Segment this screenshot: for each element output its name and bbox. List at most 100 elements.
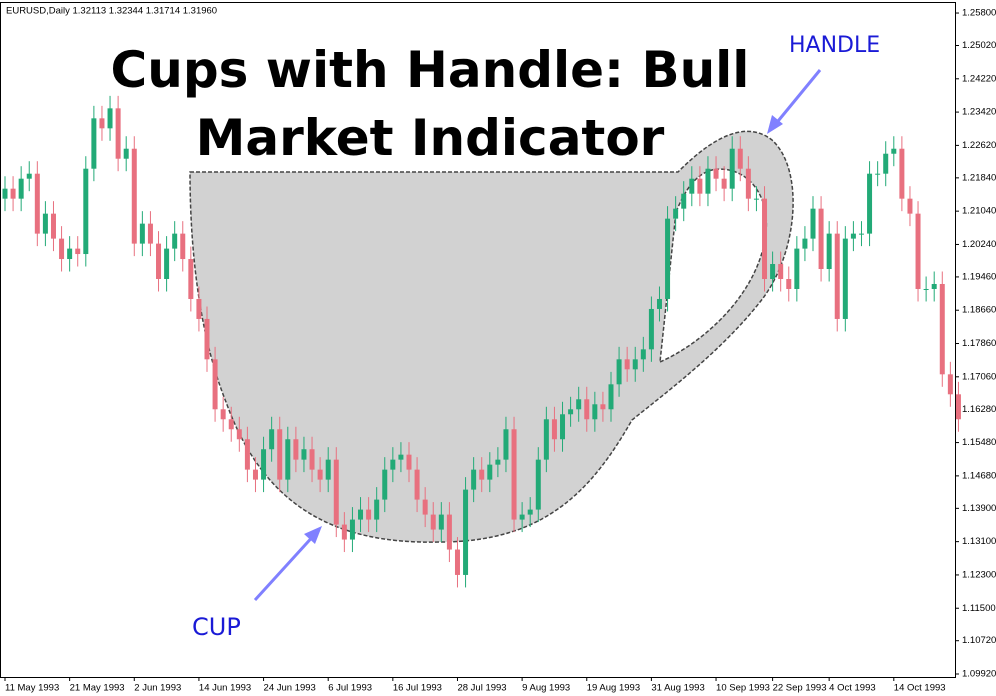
candle-body: [915, 213, 921, 289]
cup-label: CUP: [192, 613, 241, 641]
candle-body: [721, 178, 727, 189]
x-tick-label: 10 Sep 1993: [716, 683, 770, 694]
candle-body: [156, 243, 162, 280]
candle-body: [188, 259, 194, 299]
candle-body: [479, 469, 485, 480]
candle-body: [325, 459, 331, 480]
candle-body: [511, 429, 517, 520]
candle-body: [584, 399, 590, 420]
candle-body: [850, 233, 856, 239]
candle-body: [883, 153, 889, 174]
candle-body: [939, 283, 945, 375]
candle-body: [705, 168, 711, 194]
candle-body: [390, 459, 396, 470]
candle-body: [673, 208, 679, 219]
x-tick-label: 24 Jun 1993: [264, 683, 316, 694]
y-tick-label: 1.25020: [962, 40, 996, 51]
candle-body: [430, 514, 436, 530]
candle-body: [568, 409, 574, 415]
candle-body: [164, 248, 170, 280]
candle-body: [770, 264, 776, 280]
candle-body: [180, 233, 186, 260]
x-tick-label: 21 May 1993: [70, 683, 125, 694]
y-tick-label: 1.09920: [962, 669, 996, 680]
y-tick-label: 1.25800: [962, 8, 996, 19]
candle-body: [535, 459, 541, 510]
candle-body: [123, 148, 129, 159]
candle-body: [42, 213, 48, 234]
candle-body: [18, 178, 24, 199]
x-tick-label: 16 Jul 1993: [393, 683, 442, 694]
candle-body: [899, 148, 905, 199]
candle-body: [438, 514, 444, 530]
candle-body: [737, 148, 743, 169]
candle-body: [252, 469, 258, 480]
candle-body: [955, 394, 961, 420]
candle-body: [406, 454, 412, 470]
candle-body: [729, 148, 735, 189]
candle-body: [366, 509, 372, 520]
candle-body: [414, 469, 420, 500]
candle-body: [745, 168, 751, 199]
y-tick-label: 1.15480: [962, 437, 996, 448]
candle-body: [616, 359, 622, 385]
candle-body: [131, 148, 137, 244]
candle-body: [59, 238, 65, 260]
candle-body: [560, 414, 566, 440]
candle-body: [374, 499, 380, 520]
candle-body: [931, 283, 937, 289]
y-tick-label: 1.14680: [962, 470, 996, 481]
candle-body: [236, 429, 242, 440]
candle-body: [107, 108, 113, 129]
candle-body: [519, 514, 525, 520]
candle-body: [527, 509, 533, 515]
cup-shape: [189, 130, 794, 543]
y-tick-label: 1.23420: [962, 107, 996, 118]
candle-body: [543, 419, 549, 460]
handle-arrowhead: [767, 115, 783, 134]
candle-body: [277, 429, 283, 480]
candle-body: [689, 178, 695, 194]
candle-body: [382, 469, 388, 500]
x-tick-label: 9 Aug 1993: [522, 683, 570, 694]
candle-body: [269, 429, 275, 450]
candle-body: [261, 449, 267, 480]
x-tick-label: 4 Oct 1993: [829, 683, 875, 694]
candle-body: [786, 279, 792, 289]
candle-body: [228, 419, 234, 430]
y-tick-label: 1.24220: [962, 73, 996, 84]
candle-body: [83, 168, 89, 255]
candle-body: [858, 233, 864, 235]
candle-body: [753, 198, 759, 200]
candle-body: [115, 108, 121, 159]
candle-body: [317, 469, 323, 480]
candle-body: [204, 318, 210, 360]
candle-body: [285, 439, 291, 480]
candle-body: [75, 248, 81, 255]
candle-body: [947, 374, 953, 395]
candle-body: [26, 173, 32, 179]
candle-body: [632, 359, 638, 370]
candle-body: [778, 264, 784, 280]
candle-body: [818, 208, 824, 270]
candle-body: [422, 499, 428, 515]
y-tick-label: 1.11500: [962, 603, 996, 614]
y-tick-label: 1.10720: [962, 635, 996, 646]
candle-body: [834, 233, 840, 319]
chart-title: Cups with Handle: Bull Market Indicator: [110, 41, 750, 167]
x-tick-label: 19 Aug 1993: [587, 683, 640, 694]
chart-header: EURUSD,Daily 1.32113 1.32344 1.31714 1.3…: [6, 6, 217, 17]
candle-body: [301, 449, 307, 460]
candle-body: [907, 198, 913, 214]
candle-body: [91, 118, 97, 169]
x-tick-label: 2 Jun 1993: [134, 683, 181, 694]
candle-body: [648, 308, 654, 350]
x-tick-label: 28 Jul 1993: [457, 683, 506, 694]
candle-body: [697, 178, 703, 194]
y-tick-label: 1.21840: [962, 172, 996, 183]
candle-body: [244, 439, 250, 470]
candle-body: [495, 459, 501, 465]
x-tick-label: 14 Oct 1993: [894, 683, 946, 694]
candle-body: [713, 168, 719, 179]
